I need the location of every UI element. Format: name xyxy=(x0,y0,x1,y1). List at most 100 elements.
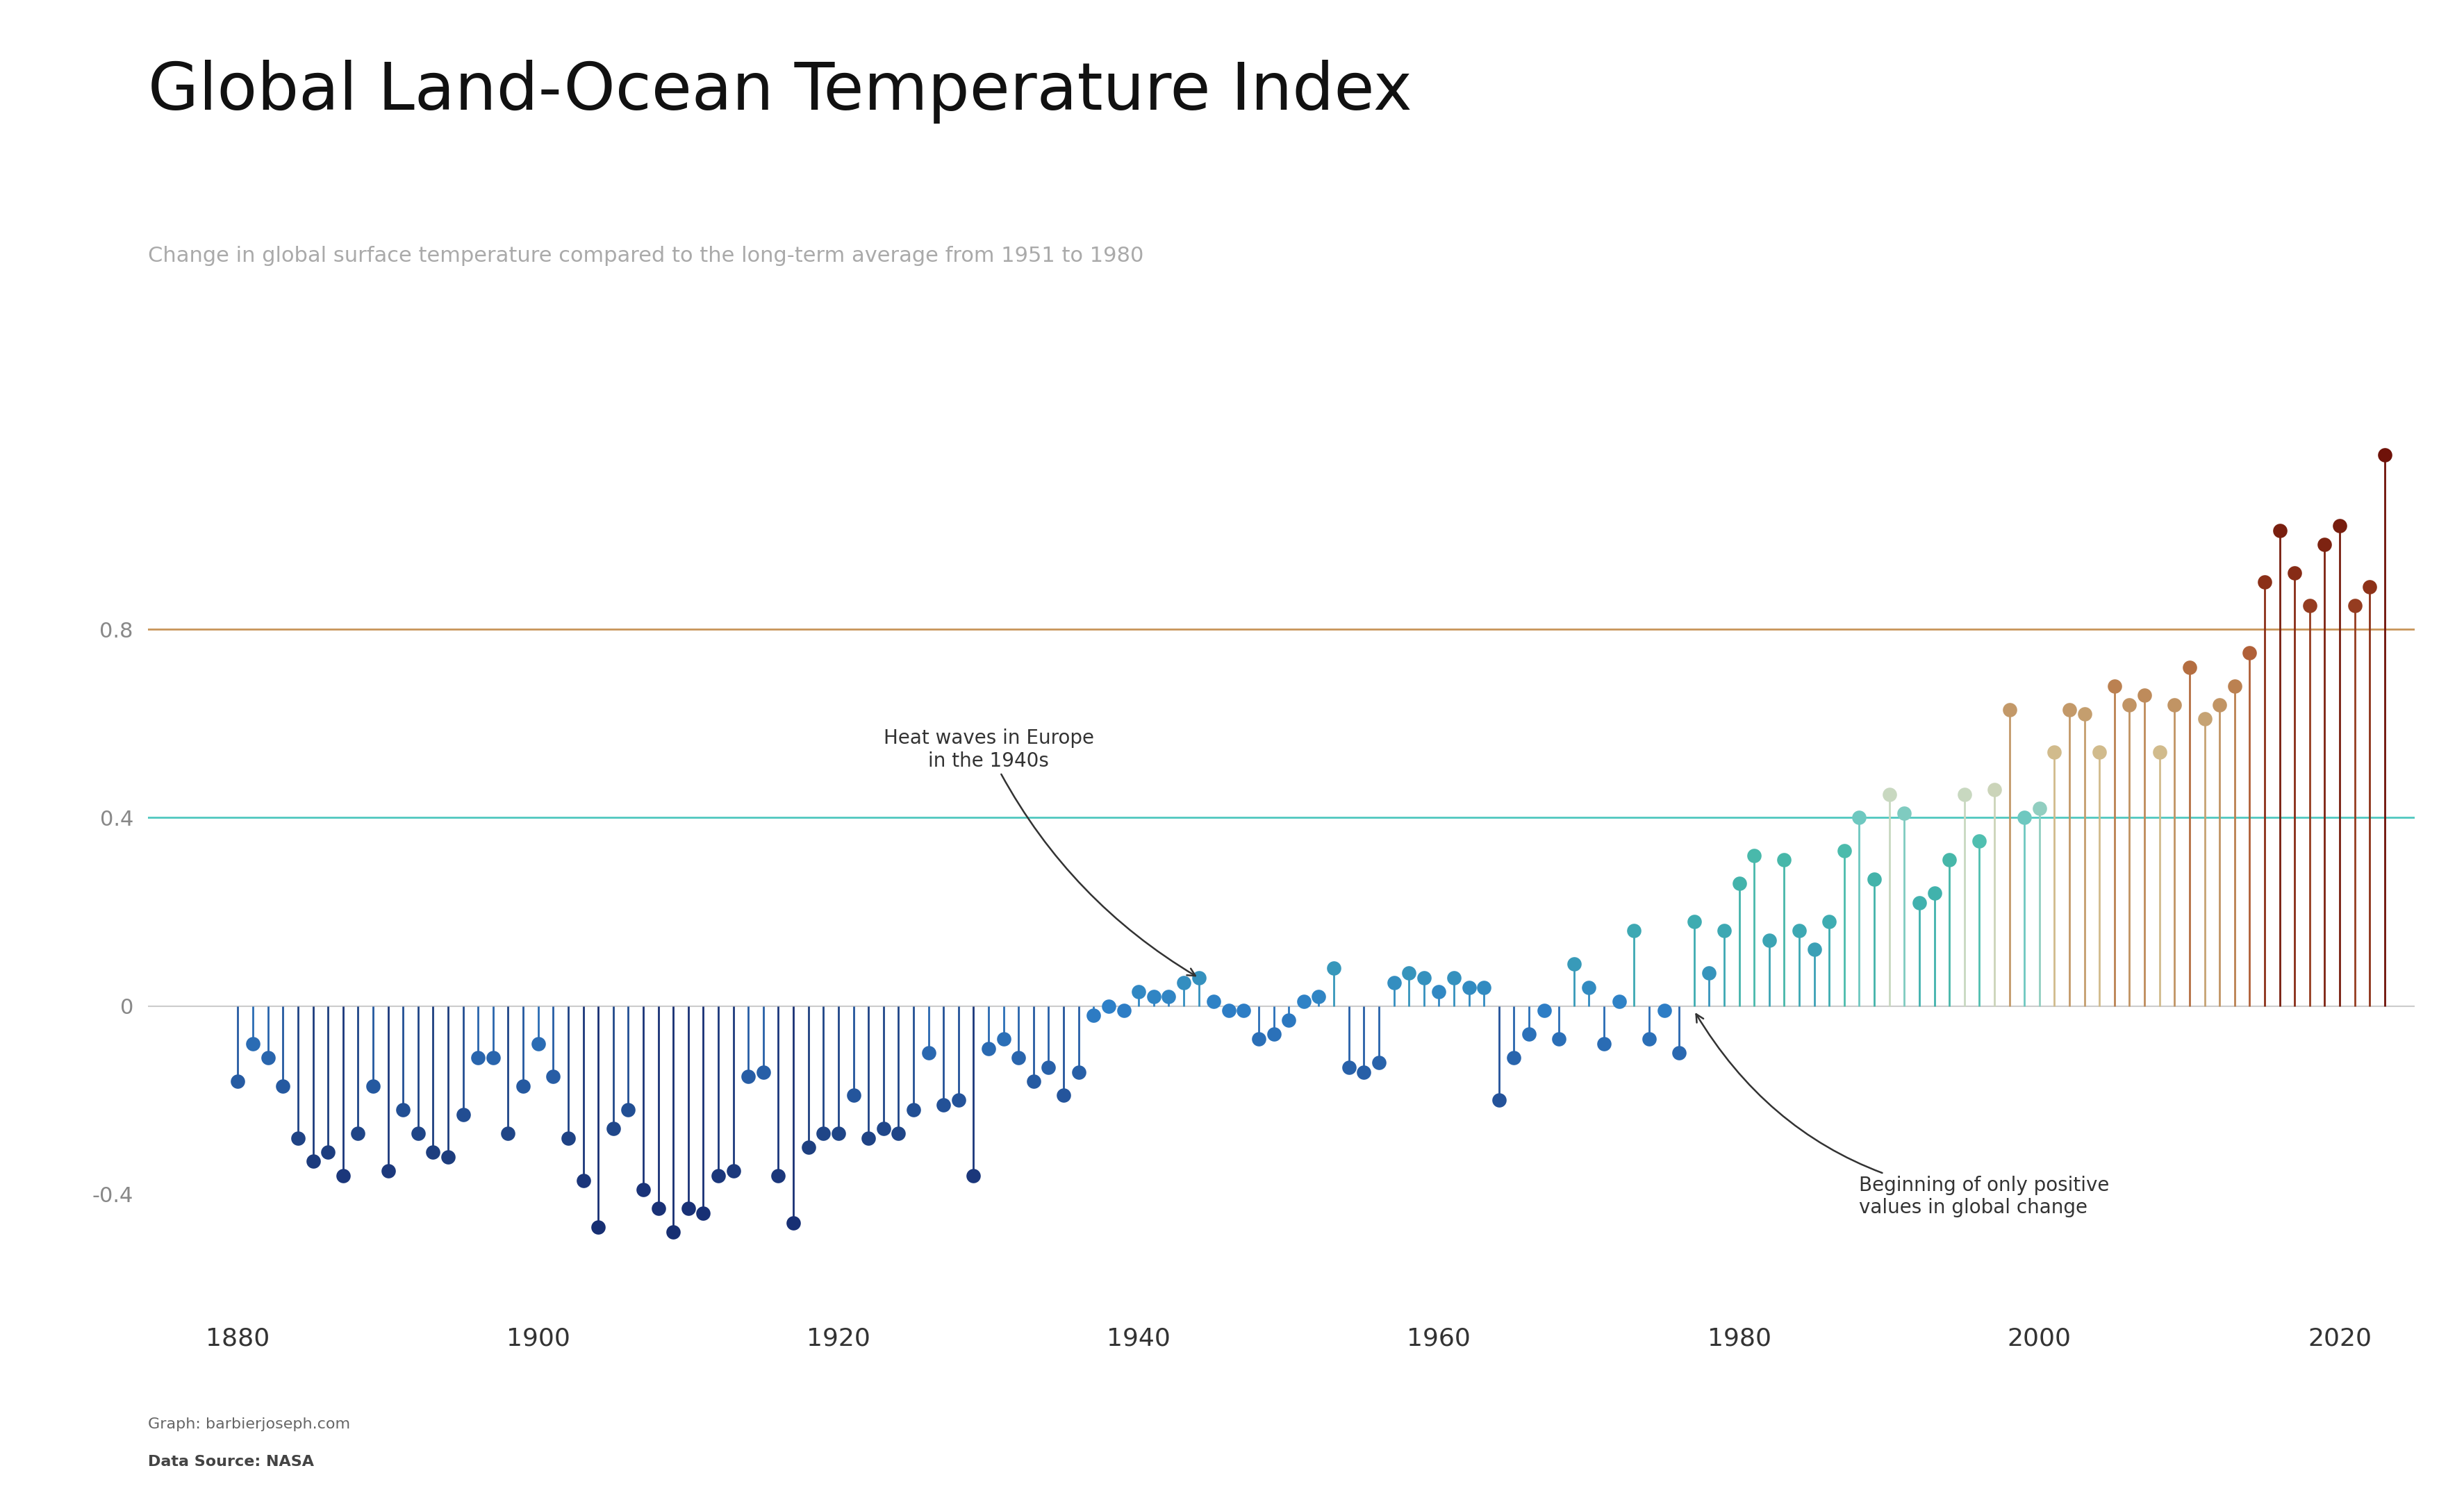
Point xyxy=(2304,532,2343,556)
Point xyxy=(1328,1056,1368,1079)
Point xyxy=(2274,561,2314,584)
Point xyxy=(219,1069,259,1093)
Text: Beginning of only positive
values in global change: Beginning of only positive values in glo… xyxy=(1695,1014,2109,1218)
Point xyxy=(2186,707,2225,731)
Point xyxy=(278,1126,318,1150)
Point xyxy=(609,1097,648,1121)
Point xyxy=(234,1032,274,1056)
Point xyxy=(549,1126,589,1150)
Point xyxy=(264,1074,303,1097)
Point xyxy=(818,1121,857,1145)
Point xyxy=(308,1141,347,1164)
Point xyxy=(579,1215,618,1239)
Point xyxy=(1419,980,1459,1003)
Point xyxy=(1299,984,1338,1008)
Point xyxy=(909,1041,949,1065)
Point xyxy=(2080,740,2119,763)
Point xyxy=(1525,999,1565,1023)
Point xyxy=(352,1074,392,1097)
Point xyxy=(1570,975,1609,999)
Point xyxy=(1225,999,1264,1023)
Point xyxy=(2200,693,2240,717)
Point xyxy=(1254,1023,1294,1047)
Point xyxy=(429,1145,468,1169)
Point xyxy=(1870,783,1910,807)
Point xyxy=(323,1163,362,1187)
Point xyxy=(1210,999,1249,1023)
Point xyxy=(1195,990,1234,1014)
Point xyxy=(653,1220,692,1243)
Point xyxy=(2050,698,2089,722)
Point xyxy=(788,1135,828,1159)
Point xyxy=(399,1121,439,1145)
Point xyxy=(1823,839,1863,863)
Point xyxy=(384,1097,424,1121)
Point xyxy=(1705,918,1745,942)
Point xyxy=(2245,571,2284,595)
Point xyxy=(2124,683,2163,707)
Point xyxy=(488,1121,527,1145)
Point xyxy=(1764,848,1804,872)
Point xyxy=(1779,918,1818,942)
Point xyxy=(668,1197,707,1221)
Point xyxy=(1045,1084,1084,1108)
Point xyxy=(1690,962,1730,986)
Point xyxy=(2365,443,2405,467)
Point xyxy=(744,1060,784,1084)
Point xyxy=(1540,1027,1579,1051)
Point xyxy=(473,1045,513,1069)
Point xyxy=(1074,1003,1114,1027)
Point xyxy=(1720,872,1759,896)
Point xyxy=(1915,881,1954,905)
Point xyxy=(2156,693,2195,717)
Point xyxy=(638,1197,678,1221)
Point xyxy=(1133,984,1173,1008)
Point xyxy=(880,1121,919,1145)
Point xyxy=(1629,1027,1668,1051)
Point xyxy=(1104,999,1143,1023)
Point xyxy=(2139,740,2178,763)
Point xyxy=(1974,777,2013,801)
Point xyxy=(939,1088,978,1112)
Point xyxy=(1239,1027,1279,1051)
Point xyxy=(1013,1069,1052,1093)
Point xyxy=(1375,971,1414,994)
Text: Global Land-Ocean Temperature Index: Global Land-Ocean Temperature Index xyxy=(148,60,1412,124)
Point xyxy=(1988,698,2028,722)
Text: Data Source: NASA: Data Source: NASA xyxy=(148,1455,313,1469)
Point xyxy=(2230,641,2269,665)
Point xyxy=(1163,971,1202,994)
Point xyxy=(2171,655,2210,678)
Point xyxy=(1449,975,1488,999)
Point xyxy=(1148,984,1188,1008)
Point xyxy=(683,1202,722,1226)
Point xyxy=(998,1045,1037,1069)
Point xyxy=(1584,1032,1624,1056)
Text: Graph: barbierjoseph.com: Graph: barbierjoseph.com xyxy=(148,1418,350,1431)
Point xyxy=(1060,1060,1099,1084)
Point xyxy=(1313,956,1353,980)
Point xyxy=(338,1121,377,1145)
Point xyxy=(1959,829,1998,853)
Point xyxy=(564,1169,604,1193)
Point xyxy=(249,1045,288,1069)
Point xyxy=(2336,593,2375,617)
Point xyxy=(2289,593,2328,617)
Point xyxy=(1900,890,1939,914)
Point xyxy=(1599,990,1639,1014)
Point xyxy=(1030,1056,1069,1079)
Text: Heat waves in Europe
in the 1940s: Heat waves in Europe in the 1940s xyxy=(882,729,1195,975)
Point xyxy=(865,1117,904,1141)
Point xyxy=(1855,866,1895,890)
Point xyxy=(1749,929,1789,953)
Point xyxy=(1269,1008,1308,1032)
Point xyxy=(715,1159,754,1182)
Point xyxy=(1643,999,1683,1023)
Point xyxy=(803,1121,843,1145)
Point xyxy=(1929,848,1969,872)
Point xyxy=(894,1097,934,1121)
Point xyxy=(1809,910,1848,933)
Point xyxy=(2035,740,2075,763)
Point xyxy=(2006,805,2045,829)
Point xyxy=(1658,1041,1698,1065)
